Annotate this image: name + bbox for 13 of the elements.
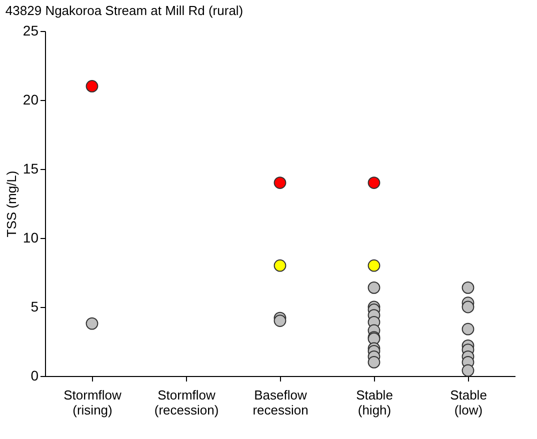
chart-title: 43829 Ngakoroa Stream at Mill Rd (rural) bbox=[5, 3, 244, 18]
x-tick-label: Stormflow (rising) bbox=[64, 388, 122, 418]
y-tick-label: 15 bbox=[22, 160, 39, 176]
x-tick-label: Stable (high) bbox=[356, 388, 393, 418]
x-tick-label: Stormflow (recession) bbox=[154, 388, 219, 418]
x-tick-label: Baseflow recession bbox=[252, 388, 308, 418]
y-tick-label: 25 bbox=[22, 22, 39, 38]
y-tick-label: 20 bbox=[22, 92, 39, 108]
y-tick-label: 0 bbox=[30, 368, 39, 384]
y-tick-label: 5 bbox=[30, 298, 39, 314]
x-tick-label: Stable (low) bbox=[450, 388, 487, 418]
y-tick-label: 10 bbox=[22, 230, 39, 246]
y-axis-title: TSS (mg/L) bbox=[4, 170, 19, 238]
